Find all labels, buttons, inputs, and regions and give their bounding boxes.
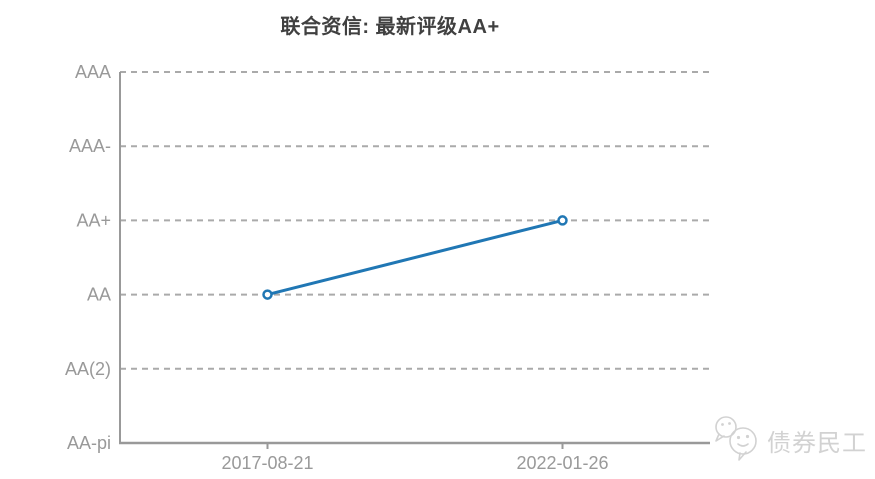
x-axis-label: 2017-08-21 [221,453,313,473]
y-axis-label: AA [87,285,111,305]
y-axis-label: AA+ [76,210,111,230]
chart-title: 联合资信: 最新评级AA+ [280,16,500,38]
watermark-text: 债券民工 [767,429,867,457]
data-point-marker[interactable] [557,215,568,226]
watermark: 债券民工 [712,414,867,466]
y-axis-label: AAA- [69,136,111,156]
wechat-chat-bubbles-icon [712,414,762,466]
x-axis-label: 2022-01-26 [516,453,608,473]
y-axis-label: AA(2) [65,359,111,379]
y-axis-label: AA-pi [67,433,111,453]
data-point-marker[interactable] [262,289,273,300]
rating-trend-line [266,218,564,297]
y-axis-label: AAA [75,62,111,82]
